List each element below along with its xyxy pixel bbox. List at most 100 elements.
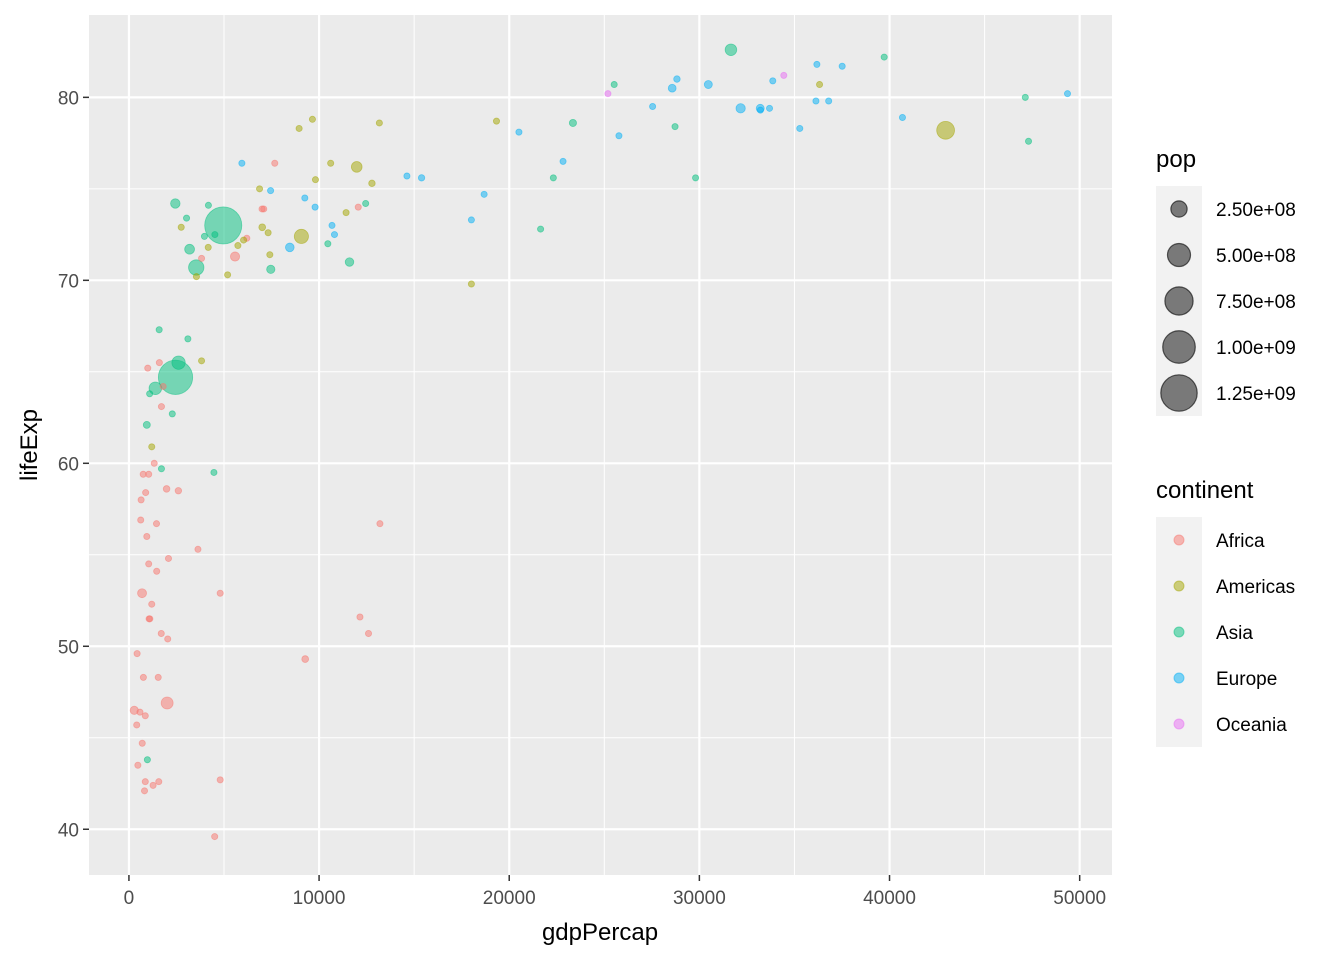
data-point-africa bbox=[133, 650, 141, 658]
data-point-africa bbox=[141, 787, 149, 795]
data-point-europe bbox=[285, 242, 295, 253]
size-legend-key bbox=[1164, 286, 1194, 316]
data-point-americas bbox=[198, 357, 206, 365]
size-legend-key bbox=[1160, 374, 1198, 412]
data-point-asia bbox=[568, 118, 577, 127]
data-point-africa bbox=[164, 635, 172, 643]
data-point-asia bbox=[204, 206, 243, 245]
data-point-asia bbox=[200, 232, 208, 240]
data-point-americas bbox=[295, 124, 303, 132]
data-point-africa bbox=[148, 600, 156, 608]
data-point-americas bbox=[467, 280, 475, 288]
data-point-europe bbox=[301, 194, 309, 202]
data-point-africa bbox=[139, 470, 147, 478]
y-tick-label: 40 bbox=[58, 820, 79, 841]
data-points bbox=[129, 43, 1072, 841]
data-point-americas bbox=[266, 251, 274, 259]
y-tick-label: 50 bbox=[58, 637, 79, 658]
data-point-asia bbox=[157, 465, 165, 473]
data-point-asia bbox=[1025, 137, 1033, 145]
data-point-europe bbox=[667, 83, 677, 93]
data-point-americas bbox=[258, 223, 267, 232]
x-tick-label: 50000 bbox=[1053, 888, 1106, 909]
data-point-africa bbox=[365, 629, 373, 637]
plot-panel bbox=[89, 15, 1112, 875]
data-point-asia bbox=[537, 225, 545, 233]
size-legend-label: 1.00e+09 bbox=[1216, 338, 1296, 359]
data-point-africa bbox=[153, 520, 161, 528]
data-point-americas bbox=[350, 161, 363, 173]
data-point-europe bbox=[311, 203, 319, 211]
data-point-europe bbox=[467, 216, 475, 224]
data-point-africa bbox=[145, 560, 153, 568]
data-point-asia bbox=[1021, 93, 1029, 101]
data-point-asia bbox=[692, 174, 700, 182]
data-point-europe bbox=[673, 75, 681, 83]
data-point-europe bbox=[769, 77, 777, 85]
data-point-americas bbox=[234, 242, 242, 250]
data-point-americas bbox=[936, 120, 955, 140]
y-tick-label: 60 bbox=[58, 454, 79, 475]
data-point-africa bbox=[159, 382, 167, 390]
data-point-americas bbox=[204, 243, 212, 251]
data-point-europe bbox=[615, 132, 623, 140]
data-point-americas bbox=[192, 273, 200, 281]
color-legend-key-americas bbox=[1173, 580, 1185, 592]
data-point-europe bbox=[735, 103, 746, 114]
data-point-asia bbox=[184, 243, 195, 255]
data-point-asia bbox=[549, 174, 557, 182]
size-legend-label: 5.00e+08 bbox=[1216, 246, 1296, 267]
color-legend: continent Africa Americas Asia Europe Oceani… bbox=[1156, 477, 1295, 747]
data-point-europe bbox=[238, 159, 246, 167]
data-point-europe bbox=[267, 187, 275, 195]
size-legend-label: 1.25e+09 bbox=[1216, 384, 1296, 405]
data-point-europe bbox=[898, 113, 906, 121]
color-legend-key-asia bbox=[1173, 626, 1185, 638]
data-point-europe bbox=[649, 102, 657, 110]
data-point-africa bbox=[149, 781, 157, 789]
data-point-europe bbox=[838, 62, 846, 70]
data-point-africa bbox=[160, 696, 174, 710]
data-point-africa bbox=[133, 721, 141, 729]
data-point-africa bbox=[216, 589, 224, 597]
x-tick-label: 30000 bbox=[673, 888, 726, 909]
x-axis-title: gdpPercap bbox=[542, 919, 658, 946]
size-legend-title: pop bbox=[1156, 146, 1196, 173]
data-point-americas bbox=[224, 271, 232, 279]
size-legend-key bbox=[1162, 330, 1196, 364]
color-legend-title: continent bbox=[1156, 477, 1254, 504]
data-point-asia bbox=[142, 420, 151, 429]
data-point-asia bbox=[146, 390, 154, 398]
data-point-asia bbox=[344, 257, 355, 267]
data-point-europe bbox=[480, 190, 488, 198]
size-legend: pop 2.50e+08 5.00e+08 7.50e+08 1.00e+09 1.25… bbox=[1156, 146, 1296, 416]
data-point-americas bbox=[148, 443, 156, 451]
data-point-africa bbox=[141, 778, 149, 786]
data-point-europe bbox=[796, 124, 804, 132]
grid-lines bbox=[89, 15, 1112, 875]
data-point-americas bbox=[308, 115, 316, 123]
data-point-europe bbox=[417, 174, 426, 182]
data-point-europe bbox=[813, 60, 821, 68]
data-point-africa bbox=[134, 761, 142, 769]
data-point-africa bbox=[143, 532, 151, 540]
data-point-americas bbox=[375, 119, 383, 127]
data-point-africa bbox=[142, 489, 150, 497]
data-point-africa bbox=[137, 516, 145, 524]
data-point-asia bbox=[183, 214, 191, 222]
data-point-americas bbox=[342, 209, 350, 217]
x-tick-label: 40000 bbox=[863, 888, 916, 909]
data-point-americas bbox=[816, 81, 824, 89]
data-point-africa bbox=[211, 833, 219, 841]
data-point-europe bbox=[1064, 90, 1072, 98]
data-point-africa bbox=[136, 708, 144, 716]
data-point-africa bbox=[139, 673, 147, 681]
color-legend-key-oceania bbox=[1173, 718, 1185, 730]
y-tick-label: 70 bbox=[58, 271, 79, 292]
x-tick-label: 0 bbox=[124, 888, 135, 909]
data-point-africa bbox=[138, 739, 146, 747]
axes: 0 10000 20000 30000 40000 50000 40 50 60 70 80 bbox=[58, 88, 1106, 909]
x-tick-label: 10000 bbox=[293, 888, 346, 909]
data-point-africa bbox=[271, 159, 279, 167]
data-point-africa bbox=[141, 712, 149, 720]
